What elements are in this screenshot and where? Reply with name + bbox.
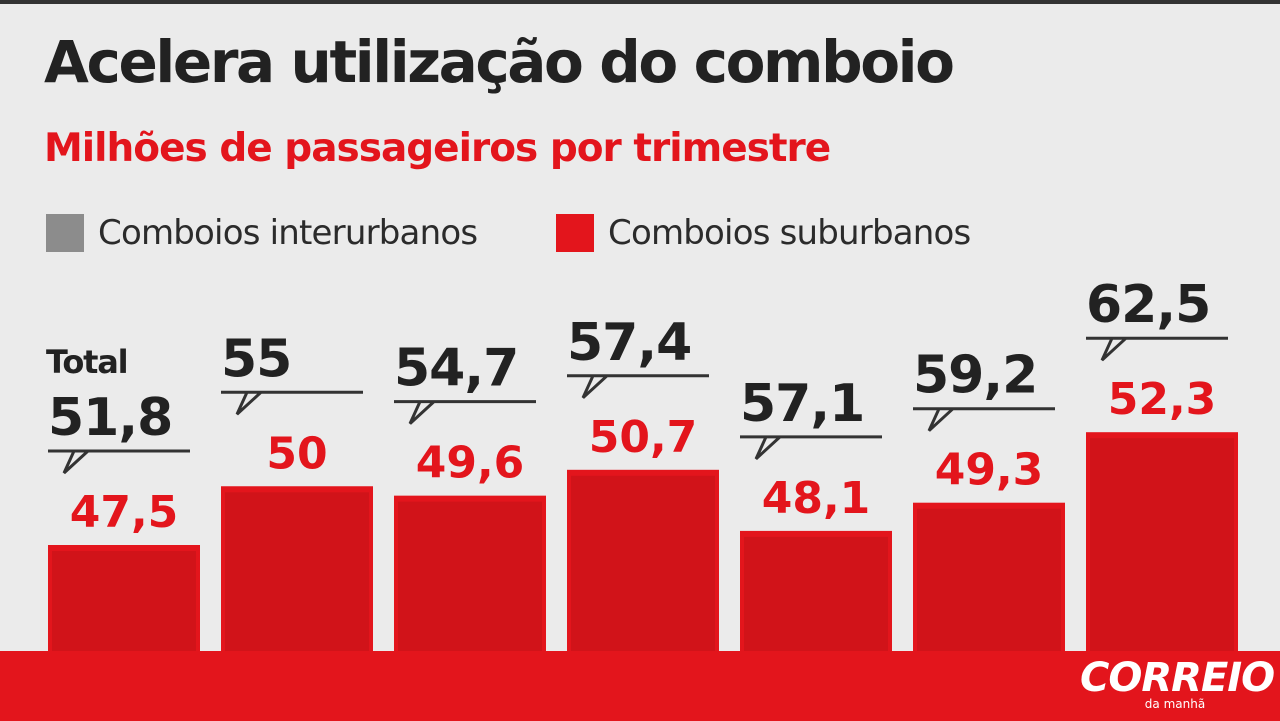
bar-suburbanos	[221, 486, 373, 651]
total-word-label: Total	[46, 343, 127, 381]
bar-suburbanos	[1086, 432, 1238, 651]
legend-swatch-suburbanos	[556, 214, 594, 252]
legend-swatch-interurbanos	[46, 214, 84, 252]
legend-label-interurbanos: Comboios interurbanos	[98, 213, 478, 253]
bar-texture	[225, 492, 369, 651]
total-callout-line	[48, 449, 190, 475]
data-label-total: 51,8	[48, 388, 172, 448]
data-label-total: 54,7	[394, 339, 518, 399]
data-label-suburbanos: 48,1	[762, 473, 871, 524]
data-label-total: 62,5	[1086, 275, 1210, 335]
bar-texture	[571, 475, 715, 651]
data-label-suburbanos: 50,7	[589, 412, 698, 463]
bar-texture	[398, 501, 542, 651]
data-label-total: 57,4	[567, 313, 691, 373]
bar-suburbanos	[567, 469, 719, 651]
data-label-total: 57,1	[740, 374, 864, 434]
bar-suburbanos	[740, 530, 892, 651]
data-label-suburbanos: 49,3	[935, 445, 1044, 496]
bar-texture	[52, 551, 196, 651]
total-callout-line	[394, 400, 536, 425]
total-callout-line	[1086, 336, 1228, 362]
chart-subtitle: Milhões de passageiros por trimestre	[44, 126, 831, 171]
data-label-suburbanos: 47,5	[70, 487, 179, 538]
logo-tagline: da manhã	[1144, 697, 1206, 711]
total-callout-line	[221, 390, 363, 416]
bar-suburbanos	[48, 545, 200, 651]
logo-wordmark: CORREIO	[1080, 655, 1275, 701]
bar-suburbanos	[913, 502, 1065, 651]
bar-texture	[744, 536, 888, 651]
bar-suburbanos	[394, 495, 546, 651]
footer-band	[0, 651, 1280, 721]
total-callout-line	[567, 374, 709, 399]
legend-item-suburbanos: Comboios suburbanos	[556, 212, 971, 254]
data-label-total: 55	[221, 329, 291, 389]
total-callout-line	[913, 407, 1055, 432]
top-rule	[0, 0, 1280, 4]
data-label-suburbanos: 49,6	[416, 438, 525, 489]
data-label-total: 59,2	[913, 346, 1037, 406]
bar-texture	[917, 508, 1061, 651]
total-callout-line	[740, 435, 882, 461]
data-label-suburbanos: 50	[266, 428, 327, 479]
chart-title: Acelera utilização do comboio	[44, 28, 955, 96]
data-label-suburbanos: 52,3	[1108, 374, 1217, 425]
bar-texture	[1090, 438, 1234, 651]
legend-item-interurbanos: Comboios interurbanos	[46, 212, 478, 254]
correio-da-manha-logo: CORREIO da manhã	[1080, 655, 1275, 711]
legend-label-suburbanos: Comboios suburbanos	[608, 213, 971, 253]
